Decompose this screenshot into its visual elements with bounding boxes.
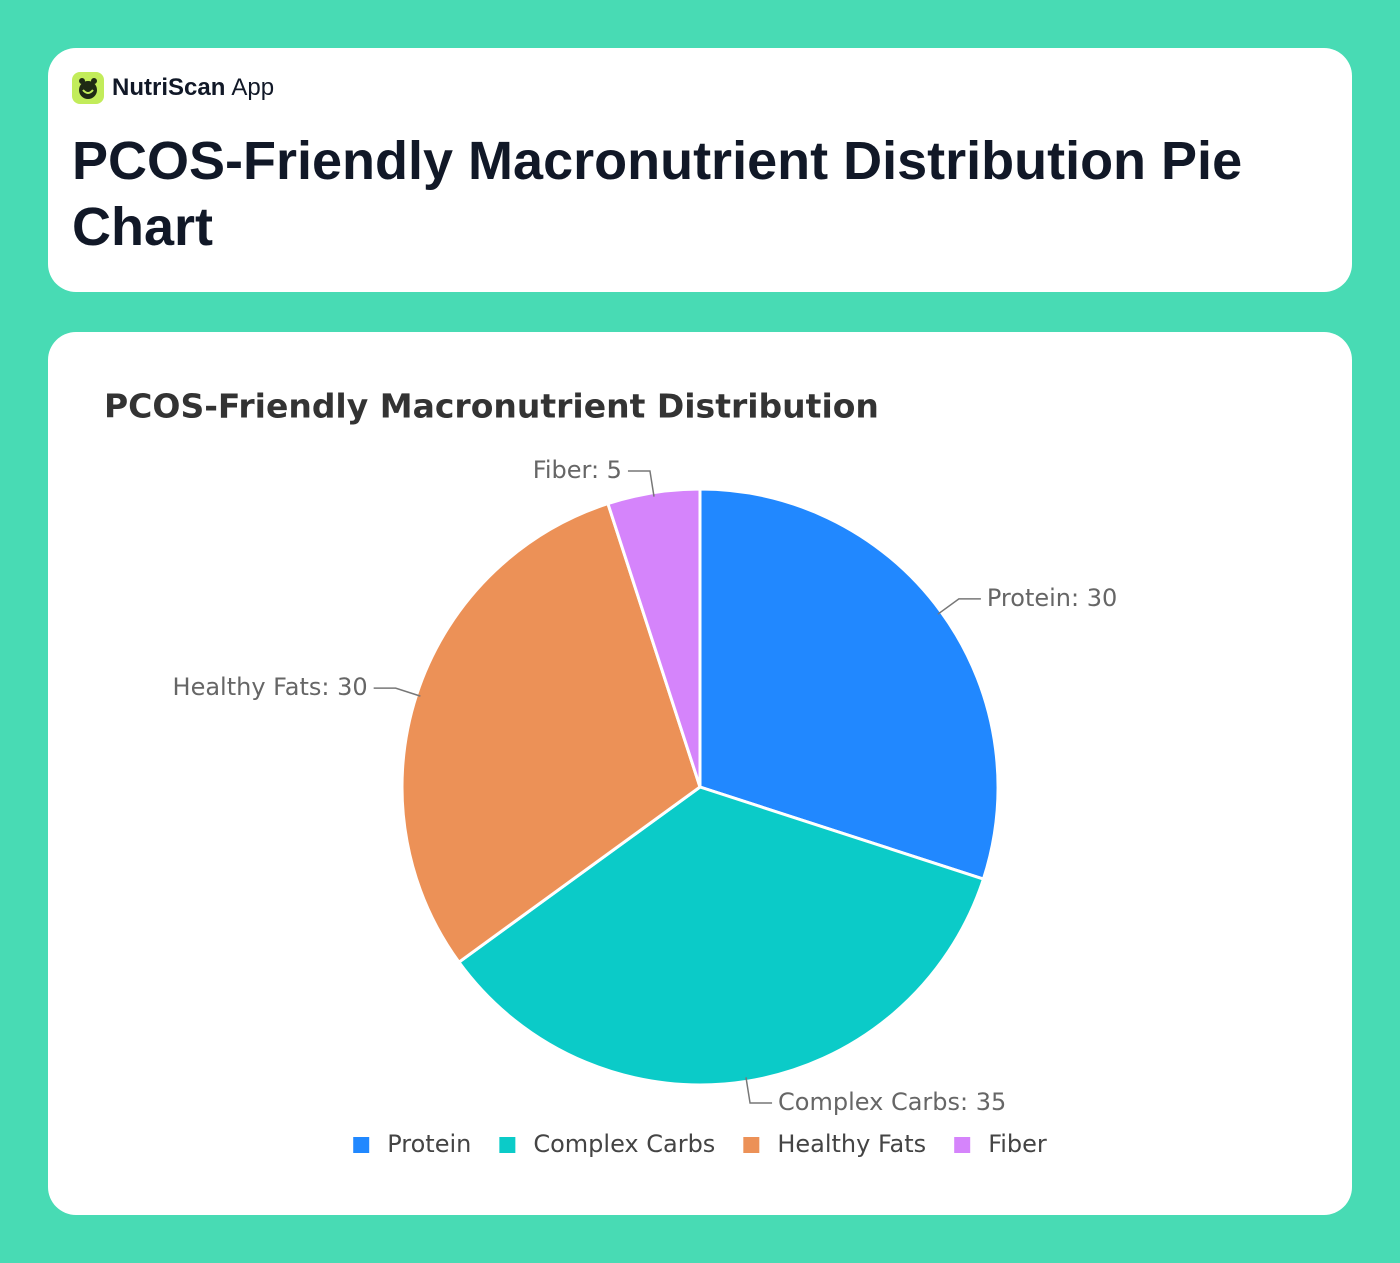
legend-label: Healthy Fats [777,1130,926,1158]
data-label: Fiber: 5 [533,456,622,484]
brand-name: NutriScan [112,74,226,101]
data-label: Protein: 30 [987,584,1117,612]
legend-swatch [954,1137,971,1153]
brand: NutriScan App [72,72,274,104]
legend-label: Protein [387,1130,471,1158]
data-label: Complex Carbs: 35 [778,1088,1006,1116]
legend-swatch [743,1137,760,1153]
legend-swatch [499,1137,516,1153]
page-title: PCOS-Friendly Macronutrient Distribution… [72,131,1243,257]
legend-label: Complex Carbs [533,1130,715,1158]
chart-card: PCOS-Friendly Macronutrient Distribution… [48,332,1352,1215]
data-label: Healthy Fats: 30 [173,673,368,701]
leader-line [745,1077,773,1104]
leader-line [373,687,421,697]
leader-line [937,598,981,615]
header-card: NutriScan App PCOS-Friendly Macronutrien… [48,48,1352,292]
leader-line [627,470,655,497]
chart-title: PCOS-Friendly Macronutrient Distribution [104,387,879,426]
brand-suffix: App [231,74,275,101]
legend-swatch [353,1137,370,1153]
legend-label: Fiber [988,1130,1047,1158]
chart: PCOS-Friendly Macronutrient Distribution… [104,387,1117,1159]
brand-logo [72,72,104,104]
